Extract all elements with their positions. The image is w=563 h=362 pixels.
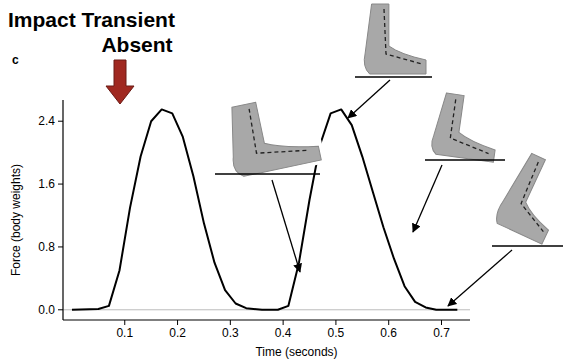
y-tick (58, 121, 63, 122)
x-tick-label: 0.4 (275, 326, 292, 340)
foot-bg (486, 145, 563, 250)
y-tick-label: 0.8 (38, 240, 55, 254)
x-tick-label: 0.3 (222, 326, 239, 340)
y-tick-label: 2.4 (38, 114, 55, 128)
x-tick (283, 320, 284, 325)
pointer-arrow (348, 80, 390, 118)
x-axis (63, 319, 470, 320)
y-tick-label: 1.6 (38, 177, 55, 191)
ground-line (355, 76, 432, 77)
foot-bg (358, 0, 430, 78)
pointer-arrow (413, 165, 442, 232)
foot-illustration (423, 87, 506, 167)
foot-bone-line (449, 99, 495, 153)
x-tick-label: 0.7 (433, 326, 450, 340)
foot-illustration (358, 0, 430, 78)
pointer-arrow (272, 180, 300, 272)
panel-label: c (12, 53, 19, 67)
x-tick (335, 320, 336, 325)
chart: 0.0 0.8 1.6 2.4 0.1 0.2 0.3 0.4 0.5 0.6 0.7 Time (s… (0, 0, 563, 362)
annotation: Absent (101, 33, 172, 56)
foot-illustration (486, 145, 563, 250)
y-axis (62, 100, 63, 320)
foot-shape (364, 4, 426, 74)
foot-bg (423, 87, 506, 167)
foot-shape (493, 151, 563, 245)
ground-line (425, 159, 505, 160)
y-axis-label: Force (body weights) (9, 164, 23, 276)
y-tick (58, 309, 63, 310)
foot-bg (214, 87, 326, 184)
y-tick (58, 246, 63, 247)
x-tick (177, 320, 178, 325)
ground-line (215, 173, 320, 174)
x-tick-label: 0.6 (380, 326, 397, 340)
foot-bone-line (513, 162, 563, 232)
x-tick-label: 0.1 (116, 326, 133, 340)
x-axis-label: Time (seconds) (255, 345, 337, 359)
y-tick (58, 184, 63, 185)
foot-shape (222, 91, 321, 178)
foot-bone-line (384, 9, 422, 64)
foot-shape (430, 92, 502, 162)
annotation: Impact Transient (8, 8, 175, 31)
x-tick-label: 0.2 (169, 326, 186, 340)
annotation-arrow (106, 60, 134, 104)
x-tick (441, 320, 442, 325)
x-tick (388, 320, 389, 325)
x-tick (230, 320, 231, 325)
y-tick-label: 0.0 (38, 303, 55, 317)
x-tick (124, 320, 125, 325)
ground-line (492, 245, 563, 246)
pointer-arrow (448, 250, 512, 306)
foot-illustration (214, 87, 326, 184)
x-tick-label: 0.5 (328, 326, 345, 340)
foot-bone-line (247, 98, 309, 161)
